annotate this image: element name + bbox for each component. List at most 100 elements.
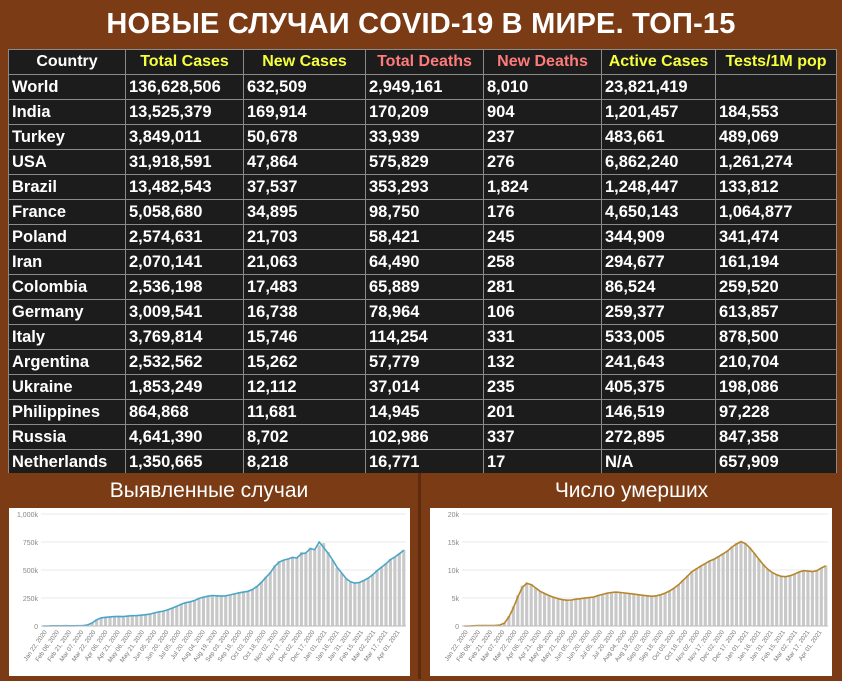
daily-bar (811, 572, 814, 626)
country-cell: Italy (9, 325, 126, 350)
daily-bar (735, 543, 738, 626)
daily-bar (579, 599, 582, 626)
page-title: НОВЫЕ СЛУЧАИ COVID-19 В МИРЕ. ТОП-15 (0, 0, 842, 48)
column-header: Active Cases (602, 50, 716, 75)
daily-bar (148, 614, 151, 626)
value-cell: 176 (484, 200, 602, 225)
daily-bar (224, 596, 227, 626)
daily-bar (762, 564, 765, 626)
value-cell: 97,228 (716, 400, 837, 425)
value-cell: 21,063 (244, 250, 366, 275)
daily-bar (525, 582, 528, 626)
y-tick-label: 500k (23, 568, 39, 575)
daily-bar (570, 600, 573, 626)
daily-bar (601, 594, 604, 626)
value-cell: 136,628,506 (126, 75, 244, 100)
value-cell: 23,821,419 (602, 75, 716, 100)
daily-bar (784, 577, 787, 626)
country-cell: Netherlands (9, 450, 126, 475)
country-cell: Turkey (9, 125, 126, 150)
country-cell: Brazil (9, 175, 126, 200)
daily-bar (793, 574, 796, 626)
daily-bar (273, 566, 276, 626)
daily-bar (398, 553, 401, 626)
value-cell: 6,862,240 (602, 150, 716, 175)
country-cell: Colombia (9, 275, 126, 300)
value-cell: 132 (484, 350, 602, 375)
daily-bar (530, 584, 533, 626)
daily-bar (605, 593, 608, 626)
value-cell: 102,986 (366, 425, 484, 450)
value-cell: 17,483 (244, 275, 366, 300)
daily-bar (739, 541, 742, 626)
daily-bar (269, 572, 272, 626)
daily-bar (574, 599, 577, 626)
daily-bar (202, 597, 205, 626)
value-cell: 259,520 (716, 275, 837, 300)
daily-bar (766, 569, 769, 626)
daily-bar (695, 568, 698, 626)
value-cell: 1,853,249 (126, 375, 244, 400)
value-cell: 58,421 (366, 225, 484, 250)
daily-bar (166, 609, 169, 626)
daily-bar (771, 572, 774, 626)
daily-bar (353, 583, 356, 626)
daily-bar (672, 588, 675, 626)
daily-bar (309, 548, 312, 626)
daily-bar (637, 595, 640, 626)
value-cell: 235 (484, 375, 602, 400)
daily-bar (335, 568, 338, 626)
daily-bar (233, 594, 236, 626)
value-cell: 331 (484, 325, 602, 350)
value-cell: 65,889 (366, 275, 484, 300)
column-header: Tests/1M pop (716, 50, 837, 75)
value-cell: 1,261,274 (716, 150, 837, 175)
daily-bar (206, 596, 209, 626)
daily-bar (135, 616, 138, 626)
daily-bar (641, 595, 644, 626)
value-cell: 106 (484, 300, 602, 325)
value-cell: 613,857 (716, 300, 837, 325)
daily-bar (286, 559, 289, 626)
value-cell: 37,014 (366, 375, 484, 400)
value-cell: 78,964 (366, 300, 484, 325)
daily-bar (561, 600, 564, 626)
daily-bar (184, 602, 187, 626)
value-cell: 276 (484, 150, 602, 175)
daily-bar (153, 613, 156, 626)
daily-bar (220, 596, 223, 626)
daily-bar (690, 571, 693, 626)
daily-bar (704, 563, 707, 626)
column-header: Country (9, 50, 126, 75)
value-cell: 13,482,543 (126, 175, 244, 200)
value-cell: 1,201,457 (602, 100, 716, 125)
country-cell: Iran (9, 250, 126, 275)
value-cell: 245 (484, 225, 602, 250)
daily-bar (300, 552, 303, 626)
daily-bar (552, 597, 555, 626)
daily-bar (384, 563, 387, 626)
daily-bar (162, 611, 165, 626)
value-cell: 64,490 (366, 250, 484, 275)
daily-bar (730, 546, 733, 626)
value-cell: 8,218 (244, 450, 366, 475)
value-cell: 169,914 (244, 100, 366, 125)
daily-bar (322, 543, 325, 626)
value-cell: 353,293 (366, 175, 484, 200)
value-cell: 12,112 (244, 375, 366, 400)
value-cell: 657,909 (716, 450, 837, 475)
value-cell: 258 (484, 250, 602, 275)
daily-bar (362, 580, 365, 626)
value-cell: 483,661 (602, 125, 716, 150)
daily-bar (623, 593, 626, 626)
daily-bar (797, 572, 800, 626)
daily-bar (646, 596, 649, 626)
value-cell: 34,895 (244, 200, 366, 225)
